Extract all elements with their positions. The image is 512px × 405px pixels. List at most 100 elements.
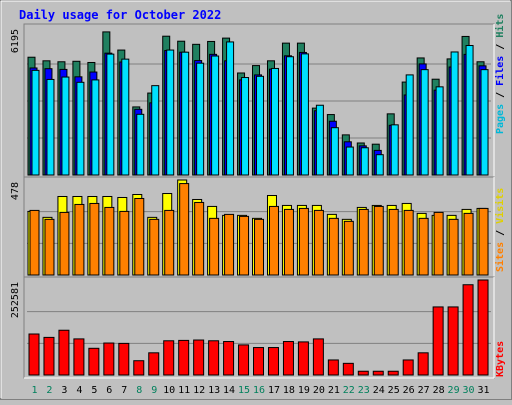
bar-sites-day-26 <box>403 209 414 276</box>
bar-pages-day-23 <box>360 147 369 176</box>
legend-kbytes: KBytes <box>495 341 506 377</box>
bar-sites-day-19 <box>298 207 309 276</box>
bar-pages-day-28 <box>435 86 444 176</box>
x-tick-label: 5 <box>91 385 97 396</box>
bar-pages-day-12 <box>196 62 205 176</box>
legend-panel-1: Pages / Files / Hits <box>494 14 506 134</box>
y-max-label-hits: 6195 <box>10 29 21 53</box>
bar-sites-day-7 <box>119 210 130 276</box>
bar-kbytes-day-11 <box>178 339 190 376</box>
bar-sites-day-17 <box>268 205 279 276</box>
bar-kbytes-day-8 <box>133 360 145 376</box>
bar-sites-day-8 <box>134 197 145 276</box>
x-tick-label: 18 <box>283 385 295 396</box>
bar-kbytes-day-4 <box>73 338 85 376</box>
bar-sites-day-23 <box>358 208 369 276</box>
bar-pages-day-30 <box>465 45 474 176</box>
legend-separator: / <box>495 38 506 56</box>
x-tick-label: 15 <box>238 385 250 396</box>
bar-sites-day-24 <box>373 205 384 276</box>
bar-sites-day-10 <box>164 209 175 276</box>
legend-files: Files <box>494 56 506 86</box>
bar-pages-day-22 <box>345 146 354 176</box>
legend-panel-2: Sites / Visits <box>494 188 506 272</box>
bar-kbytes-day-19 <box>297 341 309 376</box>
legend-separator: / <box>495 86 506 104</box>
bar-sites-day-6 <box>104 206 115 276</box>
legend-pages: Pages <box>495 104 506 134</box>
x-tick-label: 22 <box>343 385 355 396</box>
bar-kbytes-day-14 <box>223 341 235 376</box>
x-tick-label: 4 <box>76 385 82 396</box>
bar-kbytes-day-16 <box>253 347 265 376</box>
bar-kbytes-day-2 <box>43 336 55 376</box>
bar-pages-day-21 <box>330 127 339 176</box>
bar-sites-day-29 <box>448 218 459 276</box>
bar-sites-day-5 <box>89 202 100 276</box>
bar-kbytes-day-30 <box>462 284 474 376</box>
bar-kbytes-day-22 <box>342 362 354 376</box>
x-tick-label: 8 <box>136 385 142 396</box>
bar-sites-day-25 <box>388 208 399 276</box>
x-tick-label: 1 <box>31 385 37 396</box>
x-tick-label: 29 <box>448 385 460 396</box>
bar-kbytes-day-23 <box>357 370 369 376</box>
bar-kbytes-day-18 <box>282 341 294 376</box>
x-tick-label: 17 <box>268 385 280 396</box>
bar-sites-day-9 <box>149 218 160 276</box>
bar-kbytes-day-13 <box>208 340 220 376</box>
bar-kbytes-day-6 <box>103 342 115 376</box>
bar-sites-day-18 <box>283 208 294 276</box>
y-max-label-visits: 478 <box>10 182 21 200</box>
bar-sites-day-20 <box>313 209 324 276</box>
x-tick-label: 24 <box>373 385 385 396</box>
legend-separator: / <box>495 224 506 242</box>
x-tick-label: 28 <box>433 385 445 396</box>
bar-sites-day-12 <box>194 201 205 276</box>
bar-sites-day-13 <box>209 217 220 276</box>
bar-kbytes-day-31 <box>477 279 489 376</box>
bar-kbytes-day-26 <box>402 359 414 376</box>
bar-kbytes-day-5 <box>88 347 100 376</box>
x-tick-label: 27 <box>418 385 430 396</box>
x-tick-label: 10 <box>163 385 175 396</box>
bar-kbytes-day-29 <box>447 306 459 376</box>
bar-pages-day-17 <box>270 67 279 176</box>
bar-sites-day-16 <box>254 218 265 276</box>
x-tick-label: 26 <box>403 385 415 396</box>
bar-pages-day-11 <box>181 51 190 176</box>
bar-pages-day-1 <box>31 69 40 176</box>
bar-sites-day-2 <box>44 218 55 276</box>
bar-pages-day-7 <box>121 58 130 176</box>
y-max-label-kbytes: 252581 <box>10 282 21 318</box>
bar-kbytes-day-15 <box>238 344 250 376</box>
bar-kbytes-day-7 <box>118 342 130 376</box>
x-tick-label: 16 <box>253 385 265 396</box>
x-tick-label: 30 <box>463 385 475 396</box>
x-tick-label: 2 <box>46 385 52 396</box>
bar-sites-day-22 <box>343 220 354 276</box>
bar-pages-day-27 <box>420 69 429 176</box>
bar-sites-day-3 <box>59 211 70 276</box>
x-tick-label: 23 <box>358 385 370 396</box>
bar-pages-day-20 <box>315 104 324 176</box>
bar-kbytes-day-3 <box>58 329 70 376</box>
bar-kbytes-day-20 <box>312 338 324 376</box>
bar-pages-day-24 <box>375 154 384 176</box>
bar-kbytes-day-1 <box>28 333 40 376</box>
bar-sites-day-1 <box>29 209 40 276</box>
legend-panel-3: KBytes <box>495 341 506 377</box>
bar-pages-day-26 <box>405 74 414 176</box>
bar-pages-day-25 <box>390 124 399 176</box>
bar-pages-day-6 <box>106 53 115 176</box>
legend-visits: Visits <box>494 188 506 224</box>
bar-pages-day-10 <box>166 49 175 176</box>
bar-kbytes-day-21 <box>327 359 339 376</box>
bar-kbytes-day-28 <box>432 306 444 376</box>
bar-pages-day-9 <box>151 85 160 176</box>
bar-pages-day-3 <box>61 76 70 176</box>
x-tick-label: 11 <box>178 385 190 396</box>
x-tick-label: 7 <box>121 385 127 396</box>
